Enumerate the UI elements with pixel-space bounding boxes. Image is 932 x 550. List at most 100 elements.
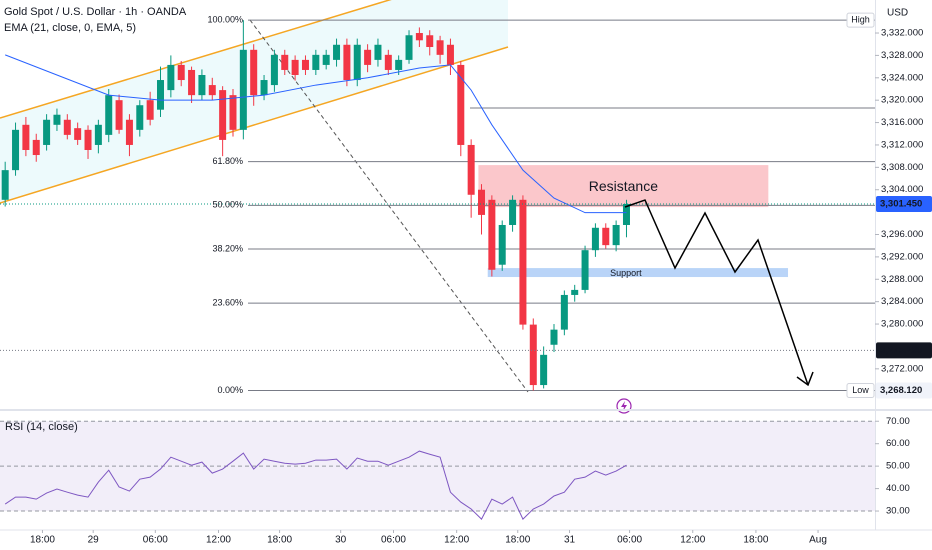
x-tick-label: 12:00 — [206, 535, 231, 546]
currency-label: USD — [887, 8, 908, 19]
candle-body — [498, 224, 506, 265]
fib-label: 50.00% — [212, 200, 243, 210]
y-tick-label: 3,280.000 — [881, 319, 923, 330]
candle-body — [622, 204, 630, 225]
candle-body — [157, 80, 165, 110]
x-tick-label: 29 — [88, 535, 100, 546]
y-tick-label: 3,272.000 — [881, 363, 923, 374]
zone-label: Support — [610, 268, 642, 278]
candle-body — [591, 227, 599, 251]
candle-body — [353, 44, 361, 81]
candle-body — [32, 139, 40, 156]
fib-label: 100.00% — [207, 15, 243, 25]
candle-body — [105, 95, 113, 135]
candle-body — [581, 250, 589, 290]
candle-body — [1, 170, 9, 200]
candle-body — [540, 354, 548, 386]
price-badge-label: 3,301.450 — [880, 199, 922, 210]
candle-body — [239, 49, 247, 130]
candle-body — [22, 124, 30, 150]
axes: 3,332.000 3,328.000 3,324.000 3,320.000 3,31… — [30, 28, 923, 546]
level-tag-bg — [846, 12, 875, 28]
candle-body — [219, 90, 227, 140]
fib-label: 38.20% — [212, 243, 243, 253]
price-badge-label: 3,275.290 — [880, 345, 922, 356]
candle-body — [333, 44, 341, 60]
candle-body — [457, 64, 465, 145]
candles — [1, 20, 630, 391]
candle-body — [312, 54, 320, 70]
forecast — [616, 199, 814, 414]
candle-body — [405, 35, 413, 60]
candle-body — [560, 294, 568, 330]
rsi-title: RSI (14, close) — [5, 421, 78, 433]
x-tick-label: 06:00 — [381, 535, 406, 546]
x-tick-label: 18:00 — [267, 535, 292, 546]
candle-body — [177, 64, 185, 81]
candle-body — [63, 119, 71, 135]
fib-label: 0.00% — [217, 385, 243, 395]
candle-body — [136, 105, 144, 130]
candle-body — [415, 33, 423, 41]
candle-body — [53, 114, 61, 125]
forecast-arrowhead — [796, 371, 814, 387]
candle-body — [94, 124, 102, 145]
candle-body — [602, 227, 610, 246]
zone-box — [478, 165, 769, 208]
candle-body — [488, 199, 496, 270]
y-tick-label: 3,284.000 — [881, 296, 923, 307]
y-tick-label: 3,324.000 — [881, 72, 923, 83]
y-tick-label: 3,328.000 — [881, 50, 923, 61]
y-tick-label: 50.00 — [886, 461, 910, 472]
candle-body — [364, 49, 372, 65]
candle-body — [125, 119, 133, 145]
y-tick-label: 3,308.000 — [881, 162, 923, 173]
y-tick-label: 40.00 — [886, 483, 910, 494]
candle-body — [384, 54, 392, 70]
ema-line — [4, 54, 627, 214]
candle-body — [550, 329, 558, 345]
y-tick-label: 3,296.000 — [881, 229, 923, 240]
event-icon-bolt — [621, 401, 627, 411]
y-tick-label: 3,304.000 — [881, 184, 923, 195]
y-tick-label: 3,288.000 — [881, 274, 923, 285]
fib-label: 61.80% — [212, 156, 243, 166]
candle-body — [519, 199, 527, 325]
y-tick-label: 3,292.000 — [881, 251, 923, 262]
candle-body — [467, 144, 475, 195]
x-tick-label: 18:00 — [505, 535, 530, 546]
fib-label: 23.60% — [212, 297, 243, 307]
candle-body — [74, 128, 82, 140]
candle-body — [281, 54, 289, 70]
lines — [0, 54, 875, 351]
x-tick-label: 18:00 — [743, 535, 768, 546]
candle-body — [188, 69, 196, 96]
zone-box — [487, 268, 789, 278]
candle-body — [84, 129, 92, 150]
candle-body — [167, 64, 175, 91]
y-tick-label: 30.00 — [886, 506, 910, 517]
x-tick-label: Aug — [809, 535, 827, 546]
candle-body — [529, 324, 537, 386]
candle-body — [43, 119, 51, 145]
indicator-legend: EMA (21, close, 0, EMA, 5) — [4, 22, 136, 34]
candle-body — [270, 54, 278, 86]
price-badge — [876, 196, 932, 212]
candle-body — [115, 100, 123, 130]
price-badge-label: 3,268.120 — [880, 385, 922, 396]
rsi-pane — [0, 420, 875, 520]
rsi-line — [4, 450, 627, 520]
candle-body — [612, 224, 620, 246]
candle-body — [509, 199, 517, 225]
y-tick-label: 3,320.000 — [881, 95, 923, 106]
candle-body — [436, 40, 444, 55]
x-tick-label: 31 — [564, 535, 576, 546]
channel-upper — [0, 0, 392, 119]
y-tick-label: 3,332.000 — [881, 28, 923, 39]
x-tick-label: 30 — [335, 535, 347, 546]
y-tick-label: 60.00 — [886, 438, 910, 449]
level-tag: High — [851, 15, 870, 25]
candle-body — [146, 100, 154, 120]
